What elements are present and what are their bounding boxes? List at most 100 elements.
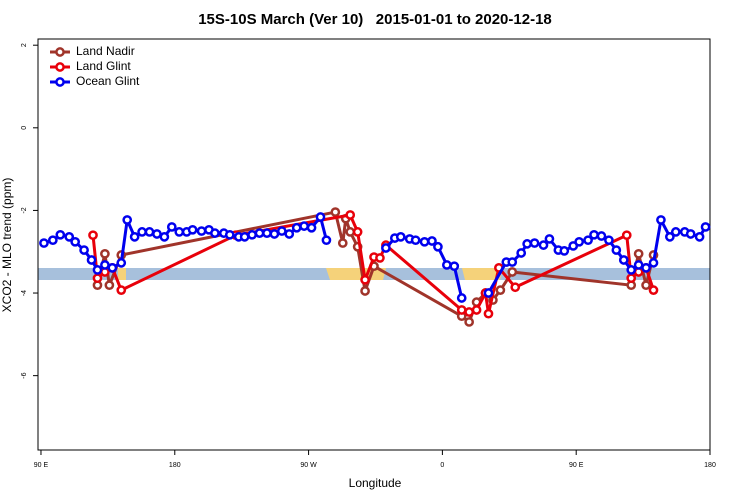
- data-point: [510, 282, 521, 293]
- data-point: [360, 274, 370, 285]
- data-point: [187, 224, 198, 235]
- data-point: [626, 265, 637, 275]
- data-point: [626, 273, 637, 284]
- data-point: [694, 232, 705, 242]
- y-tick-label: -2: [21, 207, 28, 213]
- data-point: [345, 210, 356, 220]
- data-point: [100, 248, 110, 259]
- data-point: [449, 261, 460, 272]
- data-point: [618, 255, 629, 265]
- x-axis-label: Longitude: [349, 476, 402, 490]
- data-point: [299, 221, 309, 231]
- data-point: [116, 258, 127, 268]
- y-tick-label: -6: [21, 372, 28, 378]
- data-point: [633, 248, 644, 259]
- data-point: [483, 308, 494, 319]
- x-tick-label: 180: [169, 462, 181, 469]
- data-point: [483, 288, 494, 298]
- x-tick-label: 0: [440, 462, 444, 469]
- land-band: [118, 268, 126, 280]
- data-point: [381, 243, 391, 253]
- chart-title: 15S-10S March (Ver 10) 2015-01-01 to 202…: [198, 11, 552, 28]
- data-point: [107, 262, 118, 273]
- data-point: [522, 239, 532, 249]
- data-point: [433, 241, 443, 252]
- data-point: [48, 235, 58, 246]
- land-band: [462, 268, 503, 280]
- data-point: [583, 235, 593, 246]
- data-point: [656, 215, 666, 225]
- legend-marker: [55, 77, 65, 87]
- data-point: [137, 227, 147, 237]
- data-point: [239, 232, 250, 242]
- y-tick-label: 2: [21, 43, 28, 47]
- legend-marker: [55, 62, 65, 72]
- series: [39, 212, 711, 303]
- data-point: [596, 231, 607, 241]
- x-tick-label: 90 E: [569, 462, 584, 469]
- data-point: [39, 238, 49, 248]
- legend-label: Land Nadir: [76, 44, 135, 58]
- data-point: [262, 228, 272, 238]
- data-point: [471, 305, 482, 315]
- data-point: [410, 235, 421, 246]
- data-point: [116, 285, 127, 295]
- data-point: [174, 227, 185, 237]
- y-tick-label: 0: [21, 126, 28, 130]
- data-point: [224, 229, 235, 240]
- data-point: [144, 227, 155, 237]
- data-point: [88, 230, 98, 241]
- data-point: [604, 235, 614, 246]
- data-point: [254, 228, 265, 238]
- data-point: [100, 260, 110, 270]
- data-point: [86, 255, 97, 265]
- data-point: [306, 222, 317, 233]
- data-point: [456, 293, 467, 303]
- data-point: [464, 317, 475, 327]
- data-point: [276, 226, 287, 236]
- data-point: [621, 230, 632, 241]
- data-point: [648, 258, 659, 268]
- data-point: [544, 234, 555, 244]
- x-tick-label: 180: [704, 462, 716, 469]
- data-point: [321, 235, 332, 246]
- data-point: [337, 238, 348, 248]
- data-point: [665, 232, 675, 242]
- data-point: [210, 228, 220, 238]
- legend-label: Ocean Glint: [76, 74, 140, 88]
- data-point: [611, 245, 622, 255]
- data-point: [345, 227, 356, 237]
- data-point: [129, 232, 140, 242]
- legend-marker: [55, 47, 65, 57]
- data-point: [284, 229, 295, 239]
- data-point: [166, 222, 177, 232]
- data-point: [441, 260, 452, 270]
- data-point: [670, 227, 681, 237]
- legend-label: Land Glint: [76, 59, 131, 73]
- data-point: [507, 257, 518, 267]
- data-point: [196, 226, 207, 236]
- data-point: [419, 236, 430, 247]
- plot-frame: [37, 38, 711, 451]
- data-point: [360, 286, 370, 296]
- data-point: [633, 260, 644, 270]
- data-point: [55, 229, 66, 240]
- data-point: [64, 232, 75, 242]
- data-point: [529, 238, 540, 248]
- data-point: [574, 236, 585, 247]
- data-point: [159, 232, 170, 242]
- data-point: [122, 215, 133, 225]
- data-point: [92, 273, 103, 284]
- data-point: [315, 212, 326, 222]
- data-point: [641, 280, 651, 291]
- data-point: [427, 236, 437, 246]
- data-point: [291, 222, 302, 233]
- data-point: [70, 236, 81, 247]
- y-tick-label: -4: [21, 290, 28, 296]
- data-point: [395, 232, 406, 242]
- data-point: [589, 229, 599, 240]
- x-tick-label: 90 E: [34, 462, 49, 469]
- data-point: [685, 229, 696, 239]
